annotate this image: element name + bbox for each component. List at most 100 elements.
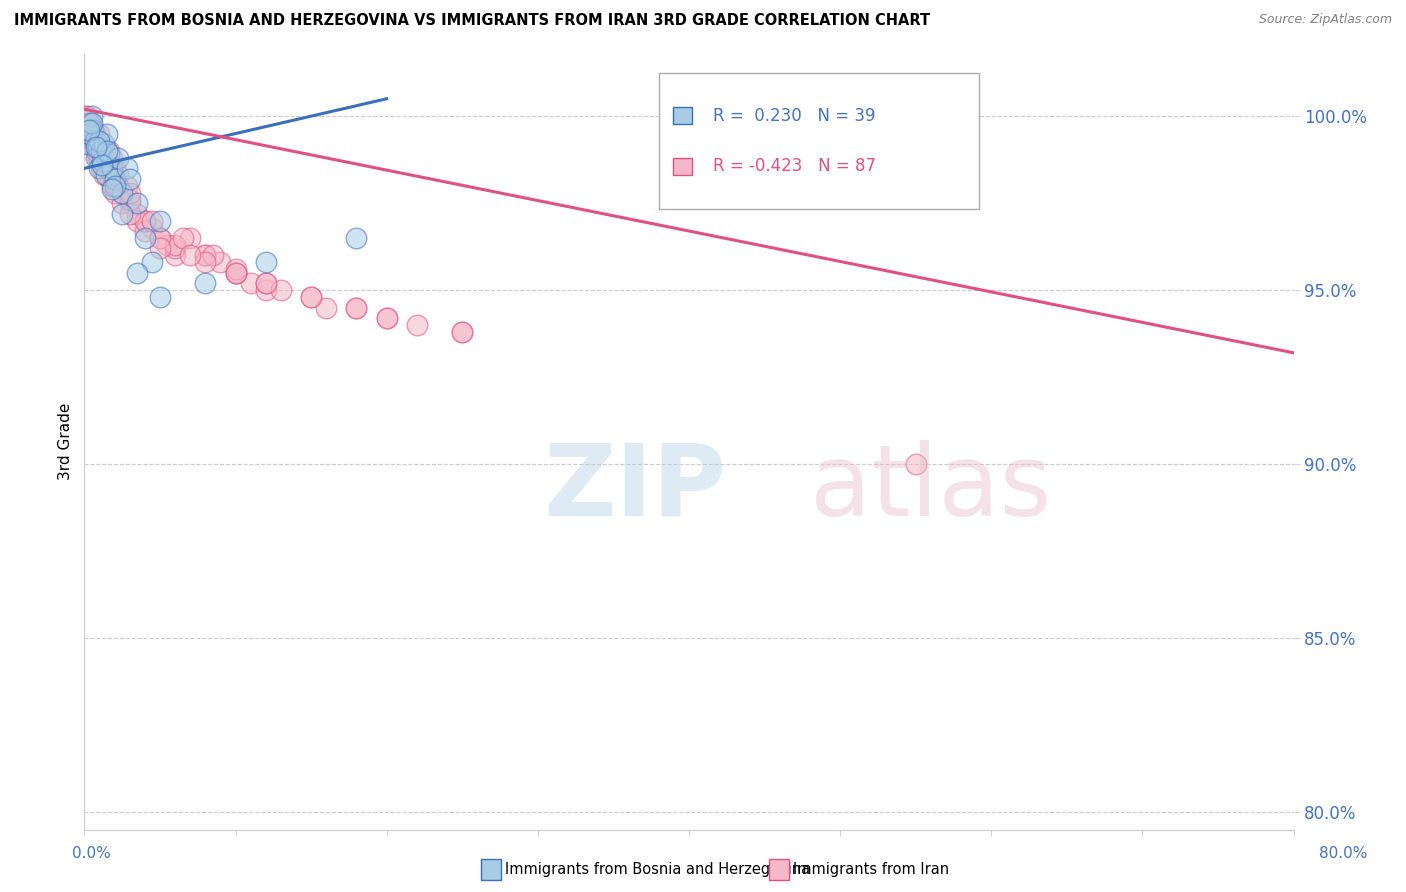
Point bbox=[225, 266, 247, 280]
Point bbox=[86, 144, 108, 158]
Point bbox=[141, 213, 163, 227]
Point bbox=[104, 178, 127, 193]
Point bbox=[179, 248, 201, 262]
Point bbox=[91, 154, 114, 169]
Point bbox=[315, 301, 337, 315]
Point bbox=[194, 248, 217, 262]
Text: 80.0%: 80.0% bbox=[1319, 847, 1367, 861]
Point bbox=[194, 276, 217, 290]
Point bbox=[156, 238, 179, 252]
Point bbox=[299, 290, 322, 304]
Point bbox=[149, 231, 172, 245]
Point bbox=[100, 178, 122, 193]
Point bbox=[86, 144, 108, 158]
Point bbox=[165, 238, 187, 252]
Point bbox=[201, 248, 224, 262]
Point bbox=[346, 301, 368, 315]
Text: 0.0%: 0.0% bbox=[72, 847, 111, 861]
Point bbox=[86, 151, 108, 165]
Point bbox=[77, 116, 100, 130]
Point bbox=[149, 290, 172, 304]
Point bbox=[96, 161, 118, 176]
Point bbox=[134, 213, 156, 227]
Point bbox=[118, 206, 141, 220]
Point bbox=[80, 120, 103, 134]
Point bbox=[134, 213, 156, 227]
Y-axis label: 3rd Grade: 3rd Grade bbox=[58, 403, 73, 480]
Text: atlas: atlas bbox=[810, 440, 1052, 537]
Point bbox=[118, 193, 141, 207]
Point bbox=[107, 169, 129, 183]
Point bbox=[89, 134, 111, 148]
FancyBboxPatch shape bbox=[659, 73, 979, 209]
Point bbox=[97, 147, 120, 161]
Point bbox=[84, 134, 107, 148]
Point bbox=[76, 136, 98, 151]
Point bbox=[254, 255, 277, 269]
Point bbox=[225, 266, 247, 280]
Text: ZIP: ZIP bbox=[544, 440, 727, 537]
Point bbox=[79, 123, 101, 137]
Point bbox=[134, 224, 156, 238]
Point bbox=[96, 161, 118, 176]
Point bbox=[375, 311, 398, 326]
Point bbox=[96, 144, 118, 158]
Point bbox=[80, 116, 103, 130]
FancyBboxPatch shape bbox=[673, 107, 692, 124]
Point bbox=[254, 276, 277, 290]
Point bbox=[406, 318, 429, 332]
Point bbox=[111, 186, 134, 200]
Text: R =  0.230   N = 39: R = 0.230 N = 39 bbox=[713, 107, 876, 125]
Point bbox=[86, 140, 108, 154]
Point bbox=[239, 276, 262, 290]
FancyBboxPatch shape bbox=[673, 158, 692, 175]
Text: IMMIGRANTS FROM BOSNIA AND HERZEGOVINA VS IMMIGRANTS FROM IRAN 3RD GRADE CORRELA: IMMIGRANTS FROM BOSNIA AND HERZEGOVINA V… bbox=[14, 13, 931, 29]
Point bbox=[107, 178, 129, 193]
Text: R = -0.423   N = 87: R = -0.423 N = 87 bbox=[713, 157, 876, 175]
Point bbox=[134, 231, 156, 245]
Point bbox=[91, 158, 114, 172]
Point bbox=[82, 130, 104, 145]
Point bbox=[82, 123, 104, 137]
Point bbox=[90, 144, 112, 158]
Point bbox=[149, 231, 172, 245]
Point bbox=[77, 127, 100, 141]
Point bbox=[94, 169, 117, 183]
Point bbox=[451, 325, 474, 339]
Point bbox=[149, 213, 172, 227]
Point bbox=[91, 144, 114, 158]
Point bbox=[209, 255, 232, 269]
Point bbox=[194, 255, 217, 269]
Point bbox=[80, 109, 103, 123]
Point bbox=[254, 283, 277, 297]
Point bbox=[89, 136, 111, 151]
Point bbox=[80, 127, 103, 141]
Text: Immigrants from Bosnia and Herzegovina: Immigrants from Bosnia and Herzegovina bbox=[505, 863, 810, 877]
Point bbox=[904, 457, 927, 471]
Point bbox=[96, 127, 118, 141]
Point bbox=[111, 196, 134, 211]
Point bbox=[104, 171, 127, 186]
Point bbox=[77, 116, 100, 130]
Point bbox=[93, 136, 115, 151]
Point bbox=[127, 213, 149, 227]
Point bbox=[225, 266, 247, 280]
Point bbox=[149, 241, 172, 255]
Point bbox=[115, 161, 138, 176]
Point bbox=[225, 262, 247, 277]
Point bbox=[165, 248, 187, 262]
Point bbox=[107, 151, 129, 165]
Point bbox=[90, 161, 112, 176]
Point bbox=[100, 182, 122, 196]
Point bbox=[76, 109, 98, 123]
Text: Source: ZipAtlas.com: Source: ZipAtlas.com bbox=[1258, 13, 1392, 27]
Point bbox=[104, 186, 127, 200]
Point bbox=[104, 161, 127, 176]
Point bbox=[96, 154, 118, 169]
Point bbox=[118, 196, 141, 211]
Point bbox=[172, 231, 194, 245]
Point bbox=[118, 186, 141, 200]
Point bbox=[100, 169, 122, 183]
Point bbox=[346, 301, 368, 315]
Point bbox=[89, 127, 111, 141]
